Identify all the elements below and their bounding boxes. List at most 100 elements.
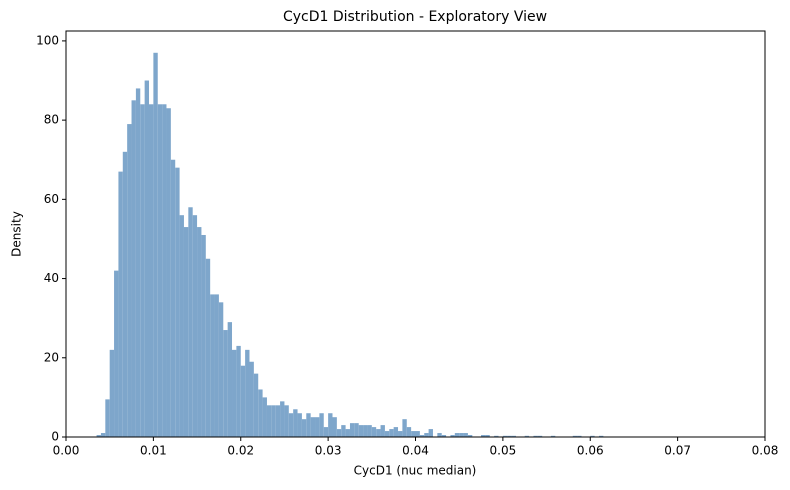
bar <box>170 159 176 438</box>
bar <box>301 419 307 437</box>
bar <box>232 349 237 437</box>
bar <box>481 435 486 437</box>
bar <box>236 345 241 437</box>
bar <box>214 294 219 437</box>
bar <box>297 413 302 437</box>
x-tick-label: 0.05 <box>490 444 517 458</box>
bar <box>502 435 508 437</box>
bar <box>197 227 202 437</box>
bar <box>332 417 337 437</box>
x-tick-label: 0.00 <box>53 444 80 458</box>
bar <box>511 435 516 437</box>
bar <box>419 435 425 437</box>
bar <box>598 435 604 437</box>
bar <box>463 433 468 437</box>
bar <box>201 234 206 437</box>
bar <box>109 349 115 437</box>
bar <box>323 427 329 437</box>
bar <box>354 423 359 437</box>
bar <box>467 435 473 437</box>
x-tick-label: 0.06 <box>577 444 604 458</box>
bar <box>140 104 145 437</box>
bar <box>127 124 132 438</box>
bar <box>590 435 595 437</box>
bar <box>450 435 455 437</box>
bar <box>459 433 464 437</box>
bar <box>524 435 530 437</box>
chart-title: CycD1 Distribution - Exploratory View <box>283 9 547 25</box>
bar <box>280 401 285 437</box>
bar <box>288 413 294 437</box>
bar <box>441 435 447 437</box>
bar <box>389 429 394 437</box>
bar <box>293 409 298 437</box>
y-tick-label: 0 <box>51 430 59 444</box>
bar <box>306 413 311 437</box>
bar <box>371 427 377 437</box>
bar <box>358 425 364 437</box>
bar <box>114 270 119 437</box>
bar <box>345 429 350 437</box>
bar <box>376 429 381 437</box>
bar <box>336 429 342 437</box>
bar <box>245 349 250 437</box>
y-tick-label: 40 <box>44 271 59 285</box>
bar <box>135 88 141 437</box>
bar <box>144 80 150 437</box>
bar <box>223 330 228 437</box>
x-tick-label: 0.03 <box>315 444 342 458</box>
bar <box>122 151 128 437</box>
bar <box>175 167 180 437</box>
bar <box>384 431 390 437</box>
bar <box>341 425 346 437</box>
bar <box>550 435 556 437</box>
bar <box>262 397 267 437</box>
bar <box>253 373 259 437</box>
bar <box>415 431 420 437</box>
x-tick-label: 0.01 <box>140 444 167 458</box>
bar <box>349 423 355 437</box>
bar <box>157 104 163 437</box>
bar <box>96 435 101 437</box>
bar <box>572 435 578 437</box>
x-axis-label: CycD1 (nuc median) <box>354 464 477 478</box>
bar <box>406 427 412 437</box>
y-tick-label: 20 <box>44 350 59 364</box>
bar <box>328 413 333 437</box>
bar <box>533 435 538 437</box>
bar <box>227 322 233 437</box>
bar <box>118 171 123 438</box>
bar <box>398 431 403 437</box>
bar <box>424 433 429 437</box>
bar <box>105 399 110 437</box>
bar <box>380 425 385 437</box>
bar <box>153 52 158 437</box>
bar <box>179 215 184 437</box>
bar <box>494 435 499 437</box>
x-tick-label: 0.02 <box>227 444 254 458</box>
bar <box>183 227 189 437</box>
bar <box>149 104 154 437</box>
bar <box>363 425 368 437</box>
bar <box>437 433 442 437</box>
bar <box>577 435 582 437</box>
bar <box>454 433 460 437</box>
y-tick-label: 60 <box>44 192 59 206</box>
bar <box>162 104 167 437</box>
bar <box>507 435 512 437</box>
bar <box>240 365 246 437</box>
bar <box>258 389 263 437</box>
bar <box>485 435 490 437</box>
bar <box>537 435 543 437</box>
x-tick-label: 0.04 <box>402 444 429 458</box>
bar <box>310 417 316 437</box>
bar <box>315 417 320 437</box>
bar <box>188 207 193 437</box>
bar <box>367 425 372 437</box>
bar <box>210 294 215 437</box>
bar <box>428 429 433 437</box>
bar <box>218 302 224 437</box>
bar <box>284 405 289 437</box>
